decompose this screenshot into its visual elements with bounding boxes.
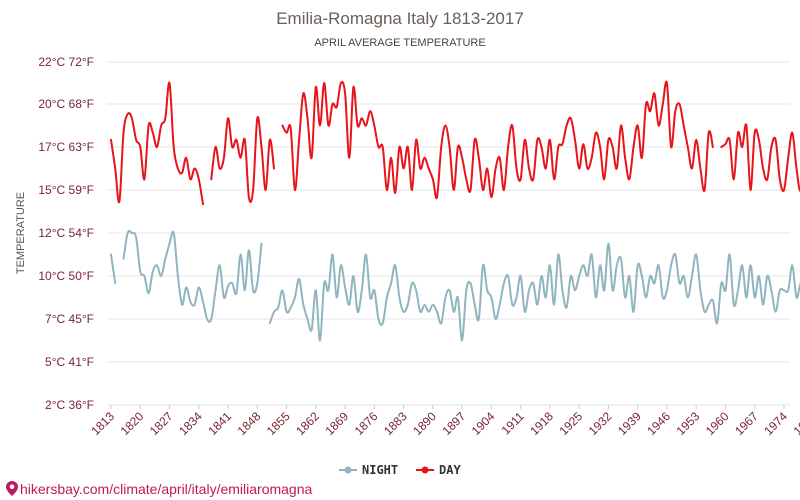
legend-day-marker	[421, 466, 429, 474]
y-tick-label: 15°C 59°F	[38, 183, 94, 197]
x-tick-label: 1946	[644, 409, 673, 438]
y-tick-label: 7°C 45°F	[45, 312, 94, 326]
x-tick-label: 1862	[293, 409, 322, 438]
x-ticks: 1813 1820 1827 1834 1841 1848 1855 1862 1869 1876…	[88, 405, 800, 438]
x-tick-label: 1883	[381, 409, 410, 438]
x-tick-label: 1932	[586, 409, 615, 438]
legend: NIGHT DAY	[339, 463, 461, 477]
x-tick-label: 1918	[527, 409, 556, 438]
x-tick-label: 1869	[322, 409, 351, 438]
x-tick-label: 1827	[147, 409, 176, 438]
chart-title: Emilia-Romagna Italy 1813-2017	[276, 9, 524, 28]
series-line-day	[720, 123, 800, 193]
x-tick-label: 1967	[732, 409, 761, 438]
x-tick-label: 1974	[761, 409, 790, 438]
legend-night-marker	[344, 466, 352, 474]
x-tick-label: 1953	[674, 409, 703, 438]
y-tick-label: 10°C 50°F	[38, 269, 94, 283]
x-tick-label: 1904	[469, 409, 498, 438]
x-tick-label: 1925	[556, 409, 585, 438]
location-pin-icon	[6, 481, 18, 496]
chart-subtitle: APRIL AVERAGE TEMPERATURE	[314, 37, 485, 49]
series-line-day	[110, 81, 204, 206]
y-axis-label: TEMPERATURE	[15, 192, 27, 274]
series-line-night	[122, 229, 263, 323]
legend-night-label: NIGHT	[362, 463, 398, 477]
x-tick-label: 1834	[176, 409, 205, 438]
series-line-day	[210, 116, 275, 204]
series-line-night	[268, 242, 800, 342]
series	[110, 80, 800, 342]
y-ticks: 2°C 36°F 5°C 41°F 7°C 45°F 10°C 50°F 12°C 54…	[38, 55, 94, 412]
legend-item-night[interactable]: NIGHT	[339, 463, 398, 477]
y-tick-label: 2°C 36°F	[45, 398, 94, 412]
x-tick-label: 1981	[791, 409, 800, 438]
legend-day-label: DAY	[439, 463, 461, 477]
grid	[107, 61, 790, 406]
y-tick-label: 20°C 68°F	[38, 97, 94, 111]
legend-item-day[interactable]: DAY	[416, 463, 461, 477]
x-tick-label: 1841	[205, 409, 234, 438]
x-tick-label: 1911	[499, 409, 527, 437]
x-tick-label: 1897	[439, 409, 468, 438]
y-tick-label: 12°C 54°F	[38, 226, 94, 240]
x-tick-label: 1848	[235, 409, 264, 438]
x-tick-label: 1820	[118, 409, 147, 438]
series-line-day	[281, 80, 714, 200]
source-link[interactable]: hikersbay.com/climate/april/italy/emilia…	[6, 481, 313, 497]
y-tick-label: 22°C 72°F	[38, 55, 94, 69]
x-tick-label: 1960	[703, 409, 732, 438]
x-tick-label: 1855	[264, 409, 293, 438]
y-tick-label: 17°C 63°F	[38, 140, 94, 154]
y-tick-label: 5°C 41°F	[45, 355, 94, 369]
x-tick-label: 1876	[352, 409, 381, 438]
source-url: hikersbay.com/climate/april/italy/emilia…	[20, 481, 313, 497]
x-tick-label: 1890	[410, 409, 439, 438]
x-tick-label: 1939	[615, 409, 644, 438]
series-line-night	[110, 253, 117, 285]
x-tick-label: 1813	[88, 409, 117, 438]
